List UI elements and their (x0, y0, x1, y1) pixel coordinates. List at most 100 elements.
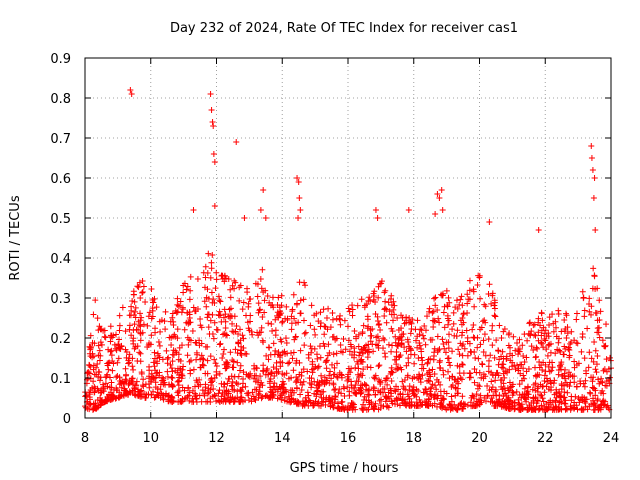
data-point (582, 403, 589, 410)
x-tick-label: 20 (471, 431, 488, 446)
data-point (371, 375, 378, 382)
data-point (302, 329, 309, 336)
data-point (515, 351, 522, 358)
data-point (424, 402, 431, 409)
data-point (460, 311, 467, 318)
data-point (90, 311, 97, 318)
data-point (381, 313, 388, 320)
data-point (524, 389, 531, 396)
data-point (123, 372, 130, 379)
data-point (565, 369, 572, 376)
data-point (589, 378, 596, 385)
data-point (254, 329, 261, 336)
data-point (541, 389, 548, 396)
data-point (532, 364, 539, 371)
x-axis-label: GPS time / hours (290, 461, 399, 476)
data-point (505, 387, 512, 394)
data-point (358, 346, 365, 353)
data-point (546, 321, 553, 328)
data-point (229, 378, 236, 385)
data-point (314, 387, 321, 394)
data-point (398, 325, 405, 332)
data-point (169, 368, 176, 375)
data-point (585, 364, 592, 371)
data-point (190, 366, 197, 373)
data-point (332, 386, 339, 393)
data-point (517, 404, 524, 411)
data-point (587, 311, 594, 318)
data-point (177, 298, 184, 305)
data-point (94, 361, 101, 368)
data-point (571, 402, 578, 409)
data-point (374, 215, 381, 221)
data-point (544, 406, 551, 413)
data-point (524, 337, 531, 344)
data-point (333, 350, 340, 357)
data-point (102, 380, 109, 387)
data-point (588, 374, 595, 381)
data-point (440, 371, 447, 378)
data-point (388, 378, 395, 385)
data-point (86, 361, 93, 368)
data-point (328, 375, 335, 382)
data-point (536, 405, 543, 412)
data-point (262, 287, 269, 294)
data-point (431, 400, 438, 407)
data-point (528, 328, 535, 335)
data-point (473, 391, 480, 398)
data-point (529, 386, 536, 393)
data-point (381, 289, 388, 296)
data-point (260, 339, 267, 346)
x-tick-label: 22 (537, 431, 554, 446)
data-point (432, 211, 439, 217)
data-point (342, 346, 349, 353)
data-point (229, 386, 236, 393)
data-point (350, 404, 357, 411)
data-point (572, 393, 579, 400)
data-point (480, 337, 487, 344)
data-point (290, 349, 297, 356)
data-point (218, 318, 225, 325)
data-point (452, 376, 459, 383)
data-point (119, 304, 126, 311)
data-point (235, 330, 242, 337)
data-point (210, 151, 217, 157)
data-point (521, 385, 528, 392)
data-point (460, 405, 467, 412)
data-point (130, 337, 137, 344)
data-point (506, 366, 513, 373)
data-point (340, 335, 347, 342)
data-point (258, 285, 265, 292)
data-point (159, 374, 166, 381)
data-point (440, 340, 447, 347)
data-point (527, 331, 534, 338)
data-point (393, 383, 400, 390)
data-point (399, 331, 406, 338)
data-point (460, 400, 467, 407)
data-point (491, 297, 498, 304)
data-point (591, 406, 598, 413)
data-point (186, 358, 193, 365)
data-point (476, 369, 483, 376)
data-point (402, 386, 409, 393)
data-point (85, 369, 92, 376)
data-point (429, 366, 436, 373)
data-point (216, 297, 223, 304)
data-point (367, 338, 374, 345)
data-point (553, 333, 560, 340)
data-point (467, 370, 474, 377)
data-point (260, 367, 267, 374)
data-point (558, 382, 565, 389)
data-point (485, 368, 492, 375)
data-point (366, 349, 373, 356)
data-point (127, 87, 134, 93)
data-point (470, 322, 477, 329)
data-point (449, 348, 456, 355)
data-point (113, 331, 120, 338)
data-point (311, 326, 318, 333)
data-point (588, 355, 595, 362)
data-point (267, 376, 274, 383)
data-point (563, 334, 570, 341)
data-point (255, 300, 262, 307)
data-point (509, 381, 516, 388)
